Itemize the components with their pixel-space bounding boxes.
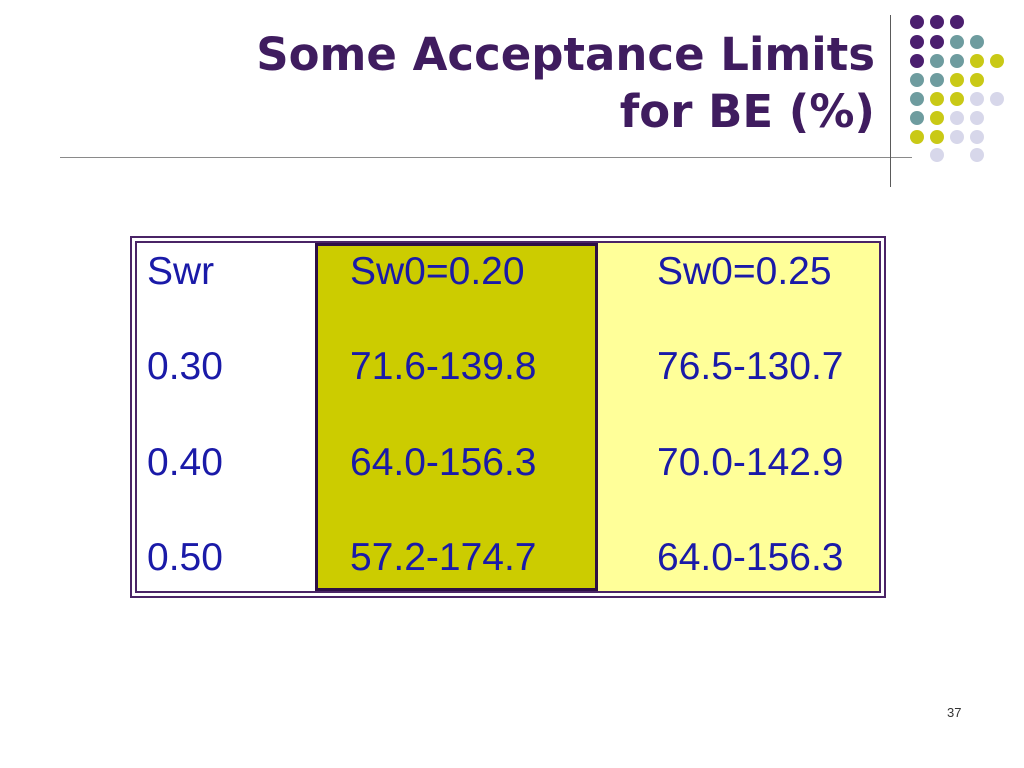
decorative-dot — [990, 92, 1004, 106]
decorative-dot — [950, 130, 964, 144]
table-cell: 70.0-142.9 — [657, 441, 844, 484]
table-cell: 76.5-130.7 — [657, 345, 844, 388]
column-header: Swr — [147, 250, 215, 293]
table-cell: 0.30 — [147, 345, 223, 388]
decorative-dot — [970, 130, 984, 144]
decorative-dot — [950, 15, 964, 29]
decorative-dot — [970, 92, 984, 106]
title-divider — [60, 157, 912, 158]
column-swr: Swr 0.30 0.40 0.50 — [137, 243, 315, 591]
table-cell: 64.0-156.3 — [657, 536, 844, 579]
decorative-dot — [950, 54, 964, 68]
decorative-dot — [950, 35, 964, 49]
column-header: Sw0=0.25 — [657, 250, 832, 293]
header-vertical-divider — [890, 15, 891, 187]
decorative-dot — [930, 92, 944, 106]
decorative-dot — [970, 35, 984, 49]
table-cell: 0.40 — [147, 441, 223, 484]
decorative-dot — [970, 73, 984, 87]
decorative-dot — [930, 35, 944, 49]
column-sw0-0-25: Sw0=0.25 76.5-130.7 70.0-142.9 64.0-156.… — [598, 243, 879, 591]
decorative-dot — [910, 111, 924, 125]
decorative-dot — [910, 54, 924, 68]
decorative-dot — [990, 54, 1004, 68]
decorative-dot — [970, 54, 984, 68]
table-cell: 0.50 — [147, 536, 223, 579]
table-cell: 57.2-174.7 — [350, 536, 537, 579]
decorative-dot — [910, 35, 924, 49]
table-cell: 71.6-139.8 — [350, 345, 537, 388]
slide-number: 37 — [947, 705, 962, 720]
slide-title: Some Acceptance Limits for BE (%) — [256, 26, 875, 140]
decorative-dot — [930, 130, 944, 144]
decorative-dot — [910, 130, 924, 144]
decorative-dot — [910, 73, 924, 87]
decorative-dot — [930, 54, 944, 68]
decorative-dot — [950, 73, 964, 87]
title-line: Some Acceptance Limits — [256, 28, 875, 81]
column-header: Sw0=0.20 — [350, 250, 525, 293]
decorative-dot — [930, 148, 944, 162]
decorative-dot — [930, 15, 944, 29]
title-line: for BE (%) — [619, 85, 875, 138]
decorative-dot — [910, 92, 924, 106]
decorative-dot — [950, 111, 964, 125]
decorative-dot — [930, 111, 944, 125]
table-cell: 64.0-156.3 — [350, 441, 537, 484]
acceptance-limits-table: Swr 0.30 0.40 0.50 Sw0=0.20 71.6-139.8 6… — [130, 236, 886, 598]
decorative-dot — [910, 15, 924, 29]
column-sw0-0-20: Sw0=0.20 71.6-139.8 64.0-156.3 57.2-174.… — [315, 243, 598, 591]
decorative-dot — [930, 73, 944, 87]
decorative-dot — [970, 111, 984, 125]
decorative-dot — [970, 148, 984, 162]
decorative-dot — [950, 92, 964, 106]
